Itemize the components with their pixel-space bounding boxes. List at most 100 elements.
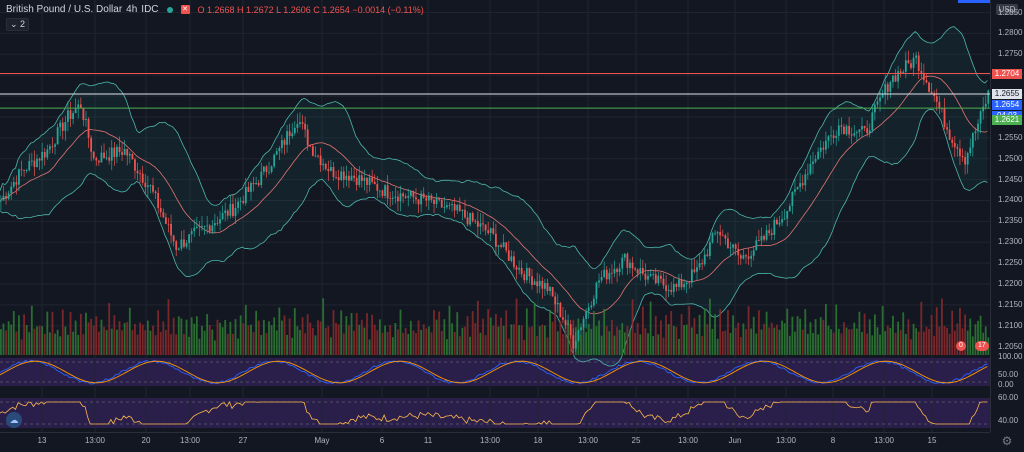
candle-body (716, 232, 719, 234)
candle-body (244, 187, 247, 204)
candle-body (415, 197, 417, 200)
tradingview-logo-icon[interactable]: ☁ (6, 412, 22, 428)
volume-bar (172, 317, 175, 355)
candle-body (647, 275, 649, 280)
candle-body (907, 60, 910, 64)
volume-bar (471, 311, 474, 355)
remove-symbol-icon[interactable]: ✕ (180, 5, 190, 14)
volume-bar (139, 322, 142, 355)
candle-body (495, 233, 497, 247)
volume-bar (306, 314, 309, 355)
candle-body (407, 195, 410, 198)
candle-body (399, 193, 402, 202)
time-axis[interactable] (0, 432, 990, 452)
volume-bar (167, 299, 170, 355)
volume-bar (407, 334, 410, 355)
candle-body (863, 126, 866, 129)
candle-body (389, 198, 392, 200)
candle-body (286, 131, 288, 145)
candle-body (59, 122, 62, 128)
candle-body (118, 146, 121, 153)
candle-body (301, 122, 304, 124)
volume-bar (113, 315, 116, 355)
candle-body (381, 190, 384, 196)
volume-bar (569, 333, 572, 355)
candle-body (239, 200, 242, 202)
volume-bar (621, 323, 624, 355)
volume-bar (667, 324, 670, 355)
volume-bar (201, 325, 203, 355)
candle-body (128, 154, 131, 156)
red-line-price-tag[interactable]: 1.2704 (992, 68, 1022, 79)
candle-body (324, 163, 327, 169)
price-tick-label: 1.2100 (998, 320, 1023, 330)
volume-bar (688, 306, 691, 355)
green-line-price-tag[interactable]: 1.2621 (992, 115, 1022, 126)
candle-body (126, 148, 129, 156)
price-chart[interactable] (0, 0, 990, 432)
candle-body (74, 108, 77, 114)
last-price-tag[interactable]: 1.2654 (992, 99, 1022, 110)
time-tick-label: 25 (631, 436, 641, 445)
candle-body (799, 183, 802, 188)
candle-body (920, 70, 923, 73)
volume-bar (855, 328, 858, 355)
volume-bar (255, 310, 258, 355)
candle-body (440, 199, 443, 208)
interval-label[interactable]: 4h (126, 4, 138, 15)
volume-bar (935, 307, 938, 355)
volume-bar (46, 311, 49, 355)
volume-bar (886, 325, 889, 355)
candle-body (224, 210, 227, 214)
volume-bar (649, 301, 652, 355)
volume-bar (301, 317, 304, 355)
volume-bar (794, 331, 796, 355)
white-line-price-tag[interactable]: 1.2655 (992, 88, 1022, 99)
candle-body (188, 234, 191, 244)
time-tick-label: 13:00 (775, 436, 797, 445)
candle-body (982, 106, 985, 112)
candle-body (721, 235, 724, 237)
candle-body (822, 147, 825, 150)
candle-body (201, 226, 203, 227)
volume-bar (719, 309, 722, 355)
candle-body (675, 284, 678, 287)
candle-body (678, 279, 680, 287)
volume-bar (229, 321, 232, 355)
volume-bar (278, 307, 281, 355)
candle-body (611, 272, 613, 274)
chart-legend: British Pound / U.S. Dollar 4h IDC ✕ O 1… (6, 4, 424, 15)
volume-bar (515, 298, 518, 355)
volume-bar (623, 332, 626, 355)
volume-bar (964, 314, 967, 355)
candle-body (12, 182, 15, 187)
price-tick-label: 1.2800 (998, 28, 1023, 38)
candle-body (714, 233, 716, 235)
candle-body (234, 207, 237, 217)
volume-bar (134, 324, 136, 355)
settings-gear-icon[interactable]: ⚙ (1001, 434, 1013, 448)
volume-bar (0, 329, 2, 355)
candle-body (342, 171, 345, 180)
volume-bar (742, 323, 745, 355)
volume-bar (360, 319, 363, 355)
volume-bar (141, 324, 144, 355)
volume-bar (146, 320, 149, 355)
volume-bar (525, 308, 528, 355)
symbol-name[interactable]: British Pound / U.S. Dollar (6, 4, 123, 15)
candle-body (910, 63, 912, 68)
currency-badge[interactable]: USD (996, 4, 1018, 15)
candle-body (739, 255, 742, 259)
candle-body (2, 195, 5, 201)
volume-bar (402, 332, 404, 355)
volume-bar (7, 321, 10, 355)
volume-bar (727, 310, 729, 355)
indicator-collapse-toggle[interactable]: ⌄ 2 (6, 18, 30, 31)
candle-body (556, 302, 559, 305)
candle-body (825, 140, 827, 150)
volume-bar (257, 320, 260, 355)
candle-body (729, 247, 732, 249)
candle-body (190, 231, 193, 235)
candle-body (291, 133, 294, 137)
volume-bar (476, 300, 479, 355)
